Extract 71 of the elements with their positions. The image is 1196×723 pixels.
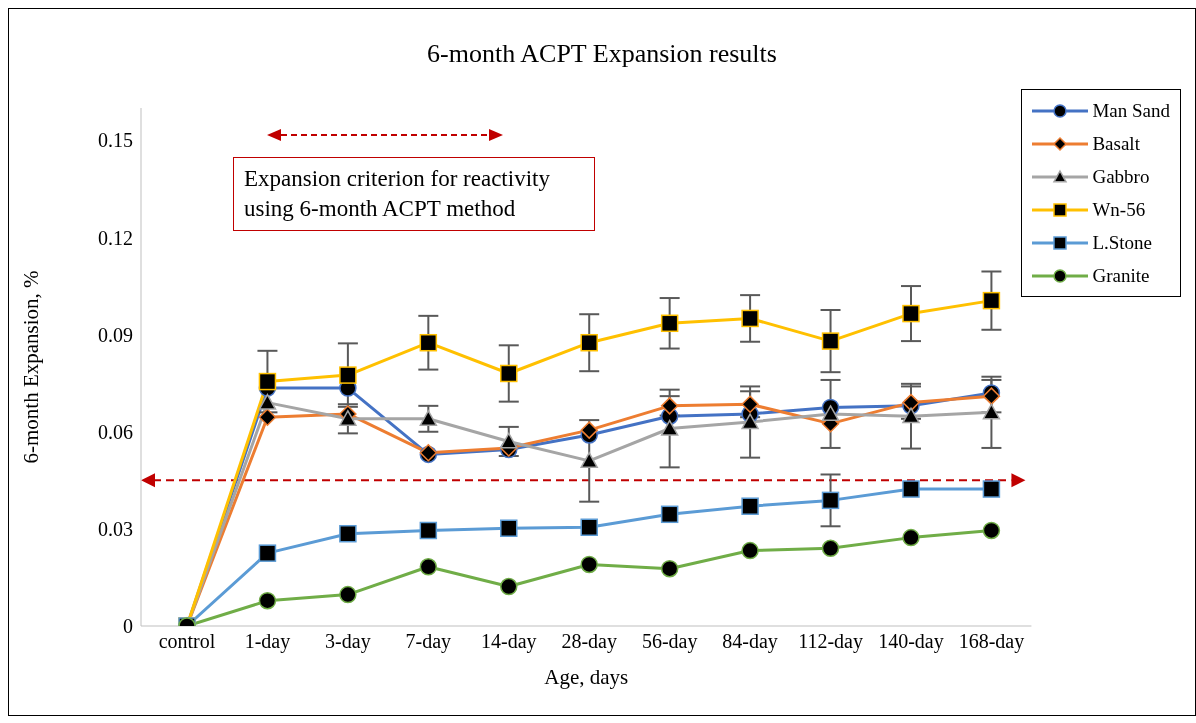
legend-label: Man Sand <box>1092 99 1170 122</box>
y-tick-label: 0.03 <box>98 517 133 540</box>
point <box>258 592 277 610</box>
point <box>419 521 438 540</box>
legend-label: Granite <box>1092 264 1150 287</box>
x-tick-label: 28-day <box>561 630 617 654</box>
point <box>982 521 1001 540</box>
point <box>821 332 840 350</box>
x-tick-label: 168-day <box>958 630 1025 654</box>
point <box>500 364 518 383</box>
x-tick-label: 84-day <box>722 630 778 654</box>
x-tick-label: 56-day <box>641 630 698 654</box>
point <box>821 491 840 510</box>
x-axis-title: Age, days <box>544 665 629 689</box>
point <box>339 366 357 384</box>
point <box>500 519 518 537</box>
point <box>821 405 840 422</box>
point <box>902 393 920 412</box>
point <box>741 413 759 430</box>
x-tick-label: control <box>158 630 216 653</box>
point <box>660 559 679 578</box>
x-tick-label: 14-day <box>481 630 537 654</box>
y-tick-label: 0.12 <box>98 226 133 249</box>
chart-title: 6-month ACPT Expansion results <box>426 39 778 69</box>
legend-label: Wn-56 <box>1092 198 1146 221</box>
point <box>580 555 598 574</box>
point <box>580 452 598 469</box>
y-tick-label: 0.09 <box>98 323 133 346</box>
point <box>741 541 759 560</box>
point <box>339 585 357 604</box>
point <box>258 372 277 391</box>
legend-label: Basalt <box>1092 132 1140 155</box>
annotation: Expansion criterion for reactivity using 6-month ACPT method <box>233 157 595 231</box>
point <box>982 291 1001 310</box>
point <box>258 408 277 426</box>
x-tick-label: 7-day <box>405 630 452 654</box>
point <box>741 395 759 413</box>
y-tick-label: 0.06 <box>98 420 133 443</box>
point <box>419 558 438 576</box>
point <box>339 524 357 543</box>
point <box>982 403 1001 420</box>
point <box>741 309 759 328</box>
point <box>580 333 598 352</box>
point <box>902 304 920 323</box>
point <box>660 314 679 333</box>
point <box>258 393 277 410</box>
x-tick-label: 3-day <box>325 630 371 654</box>
point <box>982 480 1001 498</box>
y-tick-label: 0.15 <box>98 129 133 152</box>
point <box>419 410 438 426</box>
point <box>580 518 598 537</box>
point <box>660 505 679 524</box>
point <box>902 480 920 498</box>
x-tick-label: 112-day <box>798 630 863 654</box>
y-tick-label: 0 <box>123 615 133 638</box>
point <box>580 421 598 439</box>
point <box>902 407 920 424</box>
point <box>500 577 518 596</box>
point <box>902 528 920 547</box>
legend-label: Gabbro <box>1092 165 1150 188</box>
x-tick-label: 1-day <box>244 630 291 654</box>
point <box>419 333 438 352</box>
point <box>741 497 759 515</box>
legend-label: L.Stone <box>1092 231 1153 254</box>
point <box>500 432 518 449</box>
point <box>660 419 679 436</box>
y-axis-title: 6-month Expansion, % <box>19 270 44 464</box>
point <box>258 544 277 562</box>
point <box>339 410 357 426</box>
point <box>821 539 840 558</box>
x-tick-label: 140-day <box>878 630 944 654</box>
